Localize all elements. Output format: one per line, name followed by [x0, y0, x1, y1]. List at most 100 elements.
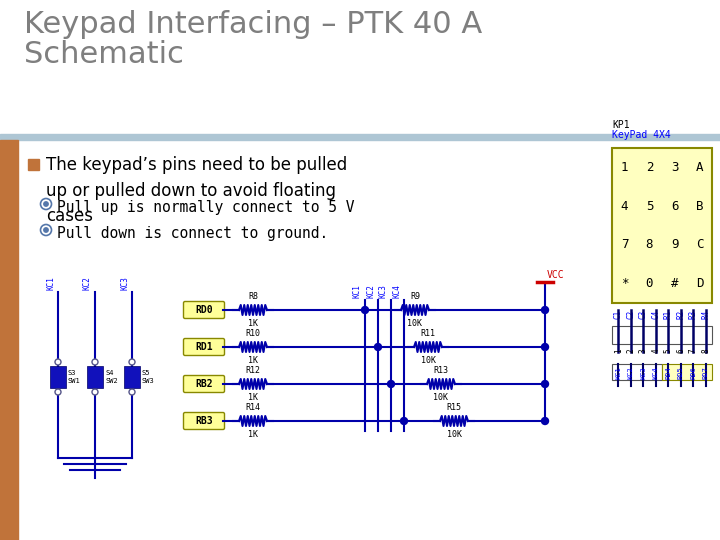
Text: VCC: VCC — [547, 270, 564, 280]
Text: R12: R12 — [246, 366, 261, 375]
Text: 2: 2 — [646, 161, 653, 174]
FancyBboxPatch shape — [184, 301, 225, 319]
Text: KC4: KC4 — [392, 284, 401, 298]
Text: KC1: KC1 — [46, 276, 55, 290]
Circle shape — [387, 381, 395, 388]
Circle shape — [541, 417, 549, 424]
Text: 5: 5 — [664, 348, 672, 353]
Text: 2: 2 — [626, 348, 635, 353]
Circle shape — [129, 389, 135, 395]
Circle shape — [44, 202, 48, 206]
Circle shape — [129, 359, 135, 365]
Bar — [612, 364, 662, 380]
Bar — [0, 134, 720, 140]
Bar — [50, 366, 66, 388]
Text: 4: 4 — [652, 348, 660, 353]
Text: 10K: 10K — [433, 393, 449, 402]
Text: RD7: RD7 — [703, 366, 708, 379]
FancyBboxPatch shape — [184, 375, 225, 393]
Text: 1: 1 — [613, 348, 623, 353]
Text: 3: 3 — [671, 161, 678, 174]
Text: RB2: RB2 — [195, 379, 213, 389]
Text: 10K: 10K — [408, 319, 423, 328]
Circle shape — [55, 389, 61, 395]
FancyBboxPatch shape — [184, 413, 225, 429]
Text: 4: 4 — [621, 200, 629, 213]
Bar — [612, 326, 712, 344]
Text: RD6: RD6 — [690, 366, 696, 379]
Text: S5: S5 — [142, 370, 150, 376]
Text: KC2: KC2 — [366, 284, 375, 298]
Text: 1: 1 — [621, 161, 629, 174]
Text: R11: R11 — [420, 329, 436, 338]
Text: R14: R14 — [246, 403, 261, 412]
Text: SW3: SW3 — [142, 378, 155, 384]
Bar — [18, 140, 720, 540]
Text: SW2: SW2 — [105, 378, 118, 384]
Text: C1: C1 — [613, 310, 623, 319]
Text: B: B — [696, 200, 703, 213]
Text: 6: 6 — [671, 200, 678, 213]
Text: R13: R13 — [433, 366, 449, 375]
Text: R10: R10 — [246, 329, 261, 338]
Bar — [124, 366, 140, 388]
Text: R9: R9 — [410, 292, 420, 301]
Text: R2: R2 — [676, 310, 685, 319]
Circle shape — [374, 343, 382, 350]
Text: KC3: KC3 — [120, 276, 129, 290]
Text: 1K: 1K — [248, 356, 258, 365]
Text: *: * — [621, 277, 629, 290]
Text: C: C — [696, 238, 703, 252]
Text: Schematic: Schematic — [24, 40, 184, 69]
Text: RD4: RD4 — [665, 366, 671, 379]
Text: KC3: KC3 — [640, 366, 647, 379]
Text: S4: S4 — [105, 370, 114, 376]
Bar — [0, 140, 18, 540]
Circle shape — [92, 389, 98, 395]
Text: Keypad Interfacing – PTK 40 A: Keypad Interfacing – PTK 40 A — [24, 10, 482, 39]
Text: R3: R3 — [689, 310, 698, 319]
Text: KP1: KP1 — [612, 120, 629, 130]
Text: 0: 0 — [646, 277, 653, 290]
Text: 10K: 10K — [446, 430, 462, 439]
Text: KeyPad 4X4: KeyPad 4X4 — [612, 130, 671, 140]
Text: R8: R8 — [248, 292, 258, 301]
Bar — [28, 159, 39, 170]
Text: RD1: RD1 — [195, 342, 213, 352]
Bar — [662, 364, 712, 380]
Text: 3: 3 — [639, 348, 648, 353]
Text: 8: 8 — [646, 238, 653, 252]
Text: 1K: 1K — [248, 319, 258, 328]
Text: 7: 7 — [689, 348, 698, 353]
FancyBboxPatch shape — [184, 339, 225, 355]
Text: KC2: KC2 — [628, 366, 634, 379]
Circle shape — [541, 343, 549, 350]
Text: S3: S3 — [68, 370, 76, 376]
Text: KC3: KC3 — [379, 284, 388, 298]
Text: Pull up is normally connect to 5 V: Pull up is normally connect to 5 V — [57, 200, 354, 215]
Text: KC1: KC1 — [353, 284, 362, 298]
Text: 1K: 1K — [248, 393, 258, 402]
Text: 5: 5 — [646, 200, 653, 213]
Text: The keypad’s pins need to be pulled
up or pulled down to avoid floating
cases: The keypad’s pins need to be pulled up o… — [46, 156, 347, 225]
Circle shape — [92, 359, 98, 365]
Text: C4: C4 — [652, 310, 660, 319]
Text: 6: 6 — [676, 348, 685, 353]
Text: 10K: 10K — [420, 356, 436, 365]
Bar — [612, 148, 712, 303]
Text: KC4: KC4 — [653, 366, 659, 379]
Bar — [87, 366, 103, 388]
Circle shape — [44, 228, 48, 232]
Text: 7: 7 — [621, 238, 629, 252]
Text: RD5: RD5 — [678, 366, 684, 379]
Text: RB3: RB3 — [195, 416, 213, 426]
Text: C3: C3 — [639, 310, 648, 319]
Text: RD0: RD0 — [195, 305, 213, 315]
Text: Pull down is connect to ground.: Pull down is connect to ground. — [57, 226, 328, 241]
Text: R4: R4 — [701, 310, 710, 319]
Text: R15: R15 — [446, 403, 462, 412]
Circle shape — [55, 359, 61, 365]
Circle shape — [541, 381, 549, 388]
Circle shape — [361, 307, 369, 314]
Text: SW1: SW1 — [68, 378, 81, 384]
